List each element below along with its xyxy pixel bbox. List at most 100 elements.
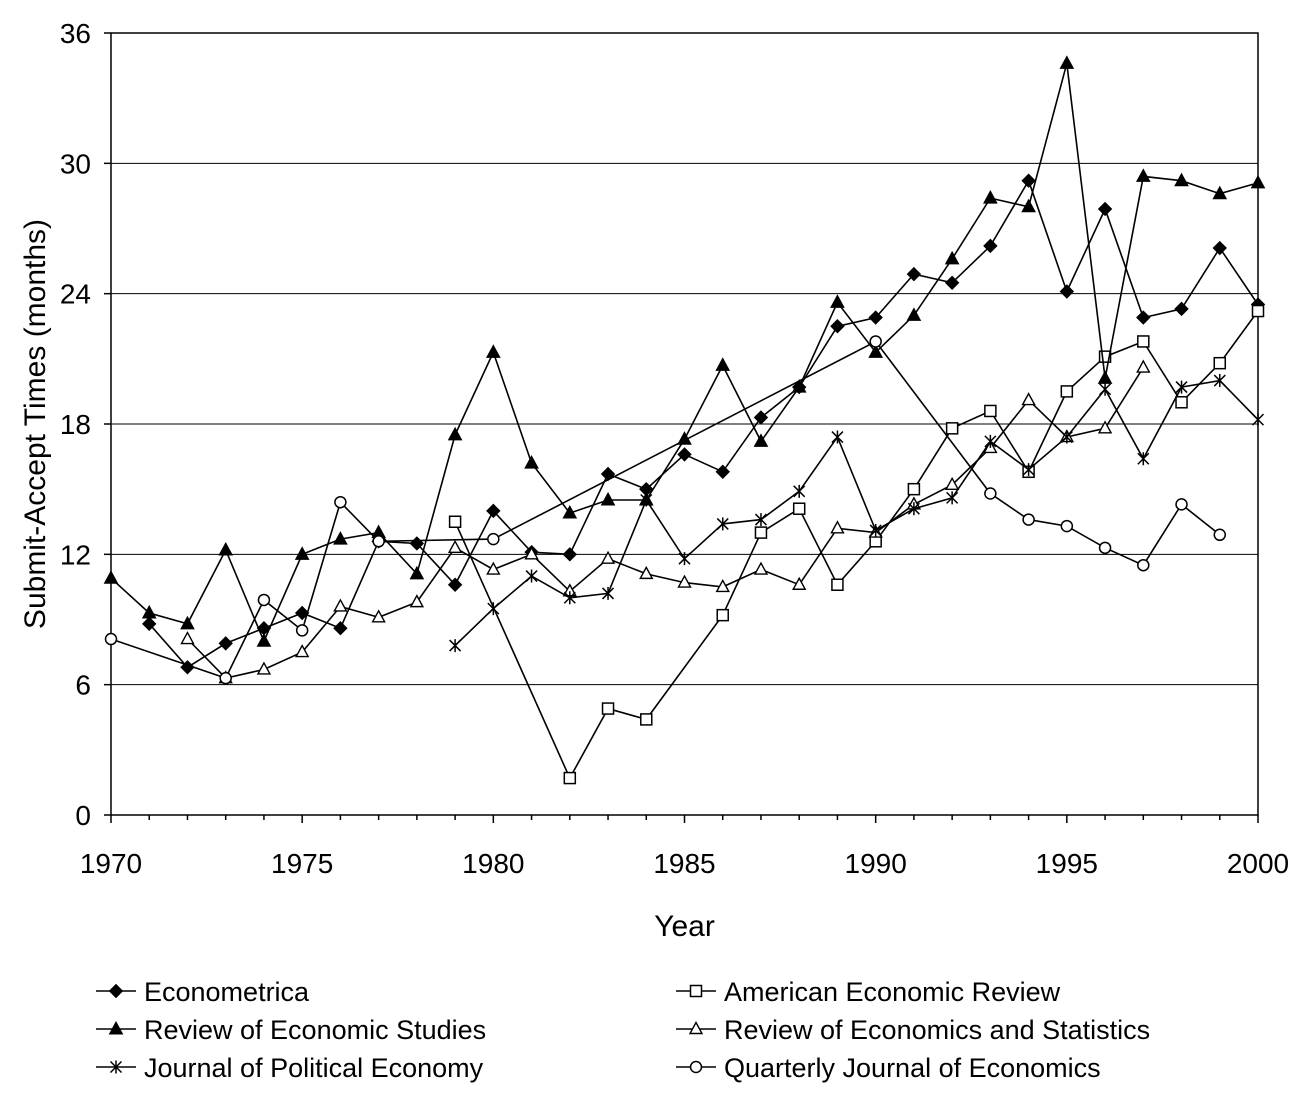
data-point bbox=[524, 546, 539, 560]
data-point bbox=[984, 434, 997, 448]
x-axis-ticks: 1970 1975 1980 1985 1990 1995 2000 bbox=[80, 815, 1289, 879]
data-point bbox=[678, 552, 691, 566]
y-tick-label: 18 bbox=[60, 409, 91, 440]
data-point bbox=[984, 404, 997, 418]
data-point bbox=[791, 379, 807, 393]
data-point bbox=[907, 502, 920, 516]
data-point bbox=[1251, 413, 1265, 427]
y-tick-label: 30 bbox=[60, 148, 91, 179]
data-point bbox=[1174, 172, 1189, 187]
legend-label: Econometrica bbox=[144, 977, 310, 1007]
data-point bbox=[1175, 396, 1188, 409]
data-point bbox=[753, 561, 769, 575]
data-point bbox=[754, 513, 767, 527]
data-point bbox=[831, 578, 844, 591]
data-point bbox=[600, 466, 616, 482]
data-point bbox=[792, 576, 807, 590]
data-point bbox=[1250, 174, 1266, 189]
data-point bbox=[1251, 304, 1265, 318]
data-point bbox=[563, 591, 576, 605]
legend-label: Review of Economics and Statistics bbox=[724, 1015, 1150, 1045]
data-point bbox=[294, 546, 310, 560]
series-quarterly-journal-of-economics bbox=[104, 335, 1227, 685]
data-point bbox=[257, 593, 271, 607]
legend-item: Review of Economic Studies bbox=[96, 1015, 486, 1045]
data-point bbox=[602, 586, 615, 600]
x-axis-label: Year bbox=[654, 910, 715, 943]
legend-marker bbox=[689, 1060, 703, 1074]
data-point bbox=[640, 493, 653, 507]
data-point bbox=[1212, 240, 1227, 256]
x-tick-label: 1980 bbox=[462, 848, 524, 879]
legend-marker bbox=[689, 984, 703, 998]
data-point bbox=[907, 482, 921, 496]
legend-item: American Economic Review bbox=[676, 977, 1061, 1007]
x-tick-label: 1995 bbox=[1036, 848, 1098, 879]
data-point bbox=[715, 578, 730, 593]
data-point bbox=[449, 639, 462, 653]
data-point bbox=[830, 319, 845, 334]
data-point bbox=[869, 523, 882, 537]
series-line-american-economic-review bbox=[454, 310, 1259, 780]
data-point bbox=[333, 598, 348, 612]
data-point bbox=[600, 550, 616, 564]
legend-item: Econometrica bbox=[96, 977, 310, 1007]
y-axis-label: Submit-Accept Times (months) bbox=[19, 219, 52, 629]
legend-item: Review of Economics and Statistics bbox=[676, 1015, 1150, 1045]
data-point bbox=[1021, 173, 1036, 188]
data-point bbox=[715, 357, 731, 371]
data-point bbox=[753, 410, 769, 425]
series-line-quarterly-journal-of-economics bbox=[110, 340, 1221, 680]
data-point bbox=[486, 561, 501, 575]
legend-marker bbox=[688, 1021, 704, 1035]
data-point bbox=[524, 455, 539, 469]
data-point bbox=[1059, 55, 1075, 69]
data-point bbox=[869, 335, 882, 348]
data-point bbox=[601, 702, 615, 715]
data-point bbox=[715, 464, 730, 479]
data-point bbox=[333, 620, 348, 636]
data-point bbox=[1097, 201, 1113, 217]
y-tick-label: 0 bbox=[75, 800, 91, 831]
legend-marker bbox=[109, 1060, 123, 1074]
data-point bbox=[447, 426, 463, 441]
data-point bbox=[1060, 385, 1074, 398]
data-point bbox=[753, 433, 769, 447]
data-point bbox=[1136, 310, 1151, 325]
data-point bbox=[677, 447, 692, 462]
data-point bbox=[180, 631, 195, 645]
data-point bbox=[1213, 374, 1226, 388]
x-tick-label: 2000 bbox=[1227, 848, 1289, 879]
data-point bbox=[218, 636, 233, 651]
grid bbox=[111, 162, 1258, 686]
data-point bbox=[792, 502, 806, 515]
data-point bbox=[562, 505, 578, 519]
legend-label: Quarterly Journal of Economics bbox=[724, 1053, 1101, 1083]
data-point bbox=[485, 344, 501, 358]
data-point bbox=[640, 713, 653, 726]
data-point bbox=[295, 624, 309, 637]
data-point bbox=[868, 310, 883, 325]
data-point bbox=[1099, 382, 1112, 396]
data-point bbox=[294, 605, 310, 621]
data-point bbox=[944, 275, 960, 291]
legend-item: Journal of Political Economy bbox=[96, 1053, 484, 1083]
data-point bbox=[409, 565, 425, 580]
data-point bbox=[1137, 452, 1150, 466]
data-point bbox=[563, 771, 577, 785]
data-point bbox=[487, 602, 500, 616]
data-point bbox=[219, 671, 232, 685]
data-point bbox=[984, 487, 997, 500]
data-point bbox=[946, 491, 959, 505]
data-point bbox=[1021, 198, 1036, 213]
data-point bbox=[1022, 513, 1035, 526]
y-tick-label: 24 bbox=[60, 279, 91, 310]
data-point bbox=[1021, 392, 1036, 406]
legend-label: American Economic Review bbox=[724, 977, 1061, 1007]
x-tick-label: 1970 bbox=[80, 848, 142, 879]
series-line-review-of-economics-and-statistics bbox=[186, 367, 1144, 679]
data-point bbox=[944, 476, 960, 491]
data-point bbox=[906, 307, 922, 321]
data-point bbox=[830, 294, 845, 308]
data-point bbox=[141, 604, 157, 619]
